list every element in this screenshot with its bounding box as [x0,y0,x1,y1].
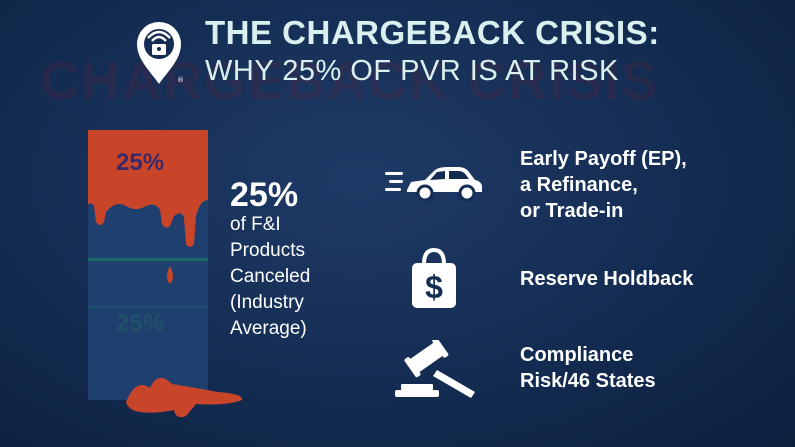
car-icon [385,167,482,202]
svg-text:$: $ [425,269,443,305]
stat-line: (Industry [230,292,304,313]
title-line-2: WHY 25% OF PVR IS AT RISK [205,55,619,87]
shield-lock-logo-icon: ® [137,22,184,84]
stat-value: 25% [230,176,299,214]
glass-label-faded: 25% [116,310,164,337]
title-line-1: THE CHARGEBACK CRISIS: [205,14,660,51]
item-line: Risk/46 States [520,370,656,392]
item-line: Early Payoff (EP), [520,148,687,170]
glass-label-top: 25% [116,149,164,176]
svg-text:®: ® [177,76,184,84]
item-label: Reserve Holdback [520,266,693,292]
item-line: or Trade-in [520,200,624,222]
item-label: Early Payoff (EP), a Refinance, or Trade… [520,146,687,224]
item-early-payoff: Early Payoff (EP), a Refinance, or Trade… [385,146,785,222]
item-line: a Refinance, [520,174,638,196]
stat-line: Products [230,240,305,261]
stat-line: Average) [230,318,307,339]
item-label: Compliance Risk/46 States [520,342,656,394]
item-line: Reserve Holdback [520,268,694,290]
stat-description: of F&I Products Canceled (Industry Avera… [230,212,360,342]
stat-line: Canceled [230,266,311,287]
item-line: Compliance [520,344,634,366]
stat-line: of F&I [230,214,281,235]
money-bag-icon: $ [412,248,456,308]
gavel-icon [395,340,475,398]
item-reserve-holdback: $ Reserve Holdback [385,248,785,308]
dripping-glass-graphic: 25% 25% [88,130,243,418]
item-compliance-risk: Compliance Risk/46 States [385,340,785,400]
